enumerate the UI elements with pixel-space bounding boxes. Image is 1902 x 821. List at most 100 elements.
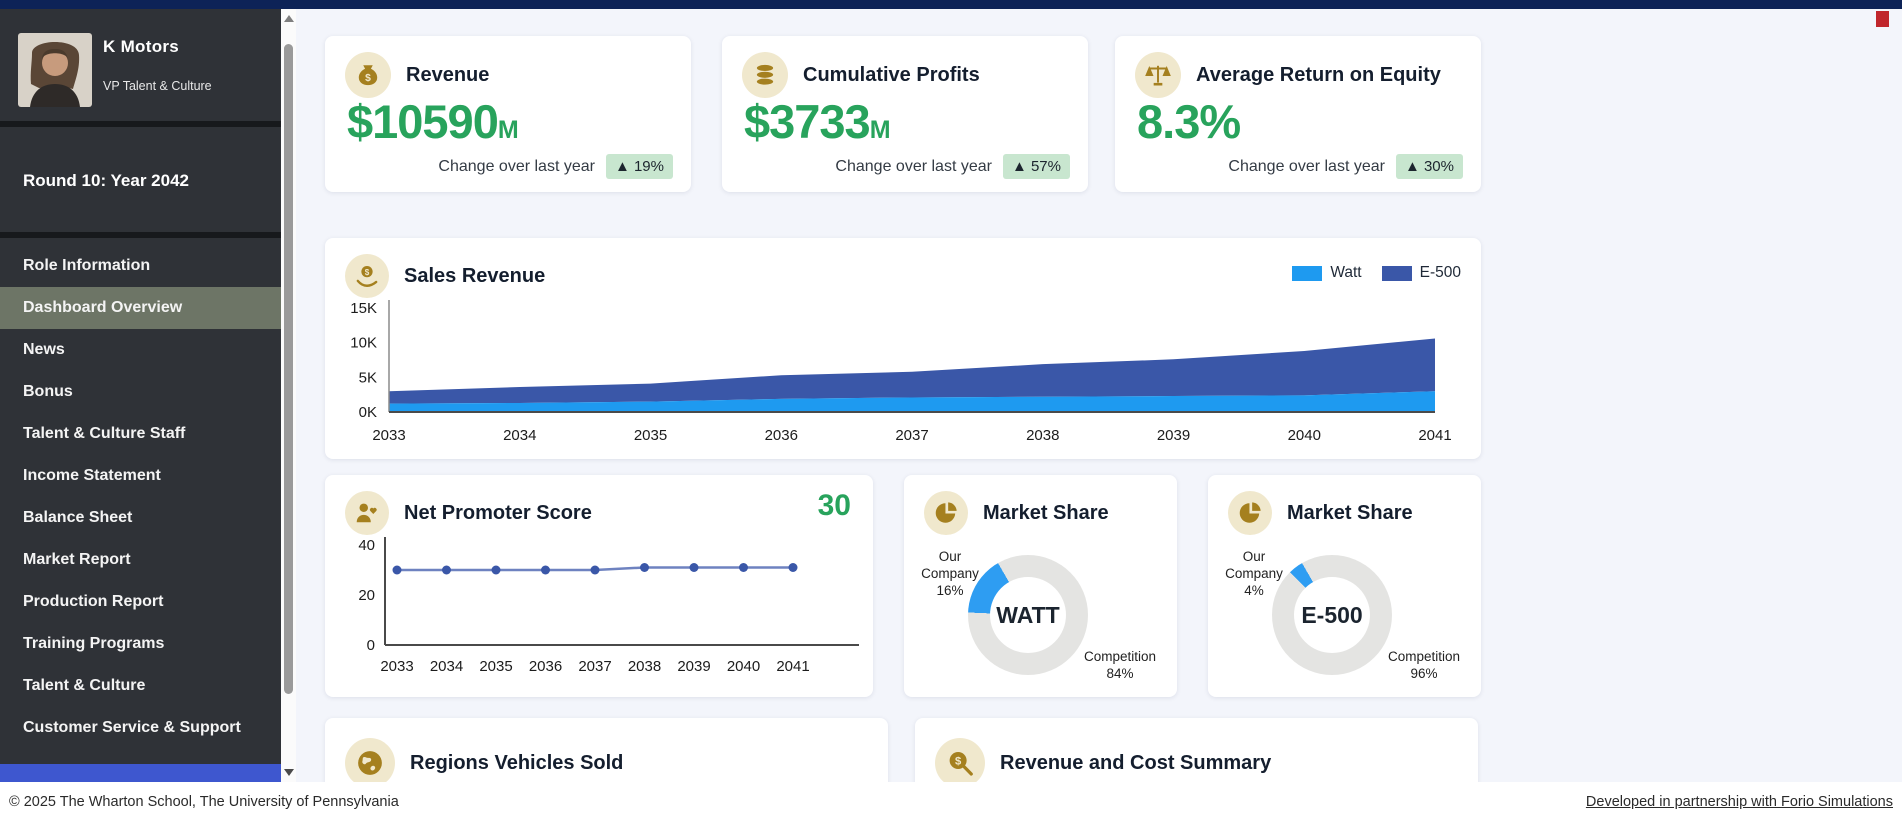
- sidebar-scrollbar-thumb[interactable]: [284, 44, 293, 694]
- our-company-share-label: Our Company 16%: [921, 549, 979, 598]
- donut-hole: [1294, 577, 1370, 653]
- svg-text:$: $: [365, 73, 371, 84]
- svg-text:2039: 2039: [1157, 427, 1190, 444]
- sidebar-scrollbar[interactable]: [281, 9, 296, 782]
- sidebar-item-customer-service-support[interactable]: Customer Service & Support: [23, 719, 241, 736]
- card-title: Sales Revenue: [404, 264, 546, 287]
- profile-avatar-image: [18, 33, 92, 107]
- svg-text:0K: 0K: [359, 404, 377, 421]
- sidebar-item-bonus[interactable]: Bonus: [23, 383, 73, 400]
- kpi-card-avg-return-on-equity: Average Return on Equity 8.3% Change ove…: [1115, 36, 1481, 192]
- person-heart-icon: [345, 491, 389, 535]
- sidebar-item-talent-culture-staff[interactable]: Talent & Culture Staff: [23, 425, 186, 442]
- copyright-text: © 2025 The Wharton School, The Universit…: [9, 793, 399, 810]
- scroll-up-arrow-icon[interactable]: [283, 15, 294, 22]
- card-title: Net Promoter Score: [404, 501, 592, 524]
- kpi-unit: M: [497, 116, 519, 144]
- svg-text:2036: 2036: [765, 427, 798, 444]
- market-share-donut-watt: WATT: [968, 555, 1088, 675]
- profile-avatar: [18, 33, 92, 107]
- coins-icon: [742, 52, 788, 98]
- card-title: Cumulative Profits: [803, 63, 980, 86]
- change-badge: ▲ 57%: [1002, 154, 1070, 179]
- sidebar-item-role-information[interactable]: Role Information: [23, 257, 151, 274]
- change-badge: ▲ 30%: [1395, 154, 1463, 179]
- scale-icon: [1135, 52, 1181, 98]
- svg-text:2033: 2033: [372, 427, 405, 444]
- kpi-value: $3733M: [744, 95, 891, 148]
- svg-text:15K: 15K: [350, 300, 377, 317]
- svg-text:2039: 2039: [677, 658, 710, 675]
- market-share-donut-e500: E-500: [1272, 555, 1392, 675]
- card-title: Revenue: [406, 63, 490, 86]
- chart-legend: Watt E-500: [1292, 264, 1461, 282]
- sidebar-item-news[interactable]: News: [23, 341, 65, 358]
- sidebar-bottom-bar: [0, 764, 281, 782]
- change-label: Change over last year: [835, 157, 992, 175]
- svg-text:2041: 2041: [1418, 427, 1451, 444]
- svg-text:10K: 10K: [350, 335, 377, 352]
- pie-chart-icon: [924, 491, 968, 535]
- legend-swatch-watt: [1292, 265, 1323, 281]
- svg-text:2033: 2033: [380, 658, 413, 675]
- money-bag-icon: $: [345, 52, 391, 98]
- market-share-watt-card: Market Share Our Company 16% WATT Compet…: [904, 475, 1177, 697]
- card-title: Revenue and Cost Summary: [1000, 751, 1272, 774]
- svg-text:2035: 2035: [479, 658, 512, 675]
- svg-text:2037: 2037: [578, 658, 611, 675]
- legend-item-e500[interactable]: E-500: [1381, 264, 1461, 282]
- svg-text:$: $: [365, 268, 370, 277]
- sidebar-divider: [0, 232, 281, 238]
- svg-text:20: 20: [358, 587, 375, 604]
- svg-text:2036: 2036: [529, 658, 562, 675]
- competition-share-label: Competition 84%: [1083, 649, 1157, 682]
- change-label: Change over last year: [1228, 157, 1385, 175]
- kpi-card-cumulative-profits: Cumulative Profits $3733M Change over la…: [722, 36, 1088, 192]
- svg-text:2040: 2040: [727, 658, 760, 675]
- sidebar-item-training-programs[interactable]: Training Programs: [23, 635, 165, 652]
- net-promoter-score-card: Net Promoter Score 30 0 20 40 2033 2034 2035 2…: [325, 475, 873, 697]
- main-scroll-indicator: [1876, 11, 1889, 27]
- card-title: Regions Vehicles Sold: [410, 751, 624, 774]
- market-share-e500-card: Market Share Our Company 4% E-500 Compet…: [1208, 475, 1481, 697]
- donut-hole: [990, 577, 1066, 653]
- sidebar-item-income-statement[interactable]: Income Statement: [23, 467, 161, 484]
- kpi-card-revenue: $ Revenue $10590M Change over last year …: [325, 36, 691, 192]
- coin-hand-icon: $: [345, 254, 389, 298]
- legend-label: E-500: [1419, 264, 1461, 281]
- svg-text:2038: 2038: [628, 658, 661, 675]
- sidebar-item-production-report[interactable]: Production Report: [23, 593, 164, 610]
- globe-icon: [345, 738, 395, 788]
- legend-swatch-e500: [1381, 265, 1412, 281]
- svg-text:2038: 2038: [1026, 427, 1059, 444]
- team-role: VP Talent & Culture: [103, 79, 212, 93]
- sidebar-divider: [0, 121, 281, 127]
- svg-text:2034: 2034: [503, 427, 536, 444]
- kpi-value: $10590M: [347, 95, 519, 148]
- legend-label: Watt: [1330, 264, 1362, 281]
- sidebar-item-balance-sheet[interactable]: Balance Sheet: [23, 509, 133, 526]
- sidebar-item-dashboard-overview[interactable]: Dashboard Overview: [0, 287, 281, 329]
- scroll-down-arrow-icon[interactable]: [283, 769, 294, 776]
- sidebar-item-market-report[interactable]: Market Report: [23, 551, 131, 568]
- sales-revenue-chart: 0K 5K 10K 15K 2033 2034 2035 2036 2037 2038 2039 20…: [350, 300, 1452, 444]
- pie-chart-icon: [1228, 491, 1272, 535]
- card-title: Market Share: [983, 501, 1109, 524]
- svg-text:2035: 2035: [634, 427, 667, 444]
- legend-item-watt[interactable]: Watt: [1292, 264, 1362, 282]
- round-label: Round 10: Year 2042: [23, 171, 189, 190]
- change-badge: ▲ 19%: [605, 154, 673, 179]
- footer: © 2025 The Wharton School, The Universit…: [0, 782, 1902, 821]
- forio-partner-link[interactable]: Developed in partnership with Forio Simu…: [1585, 793, 1893, 810]
- svg-text:0: 0: [367, 637, 375, 654]
- card-title: Average Return on Equity: [1196, 63, 1441, 86]
- svg-text:2040: 2040: [1288, 427, 1321, 444]
- competition-share-label: Competition 96%: [1387, 649, 1461, 682]
- svg-text:40: 40: [358, 537, 375, 554]
- sidebar: K Motors VP Talent & Culture Round 10: Y…: [0, 9, 281, 782]
- nps-current-value: 30: [817, 489, 851, 522]
- sidebar-item-talent-culture[interactable]: Talent & Culture: [23, 677, 146, 694]
- kpi-value: 8.3%: [1137, 95, 1241, 148]
